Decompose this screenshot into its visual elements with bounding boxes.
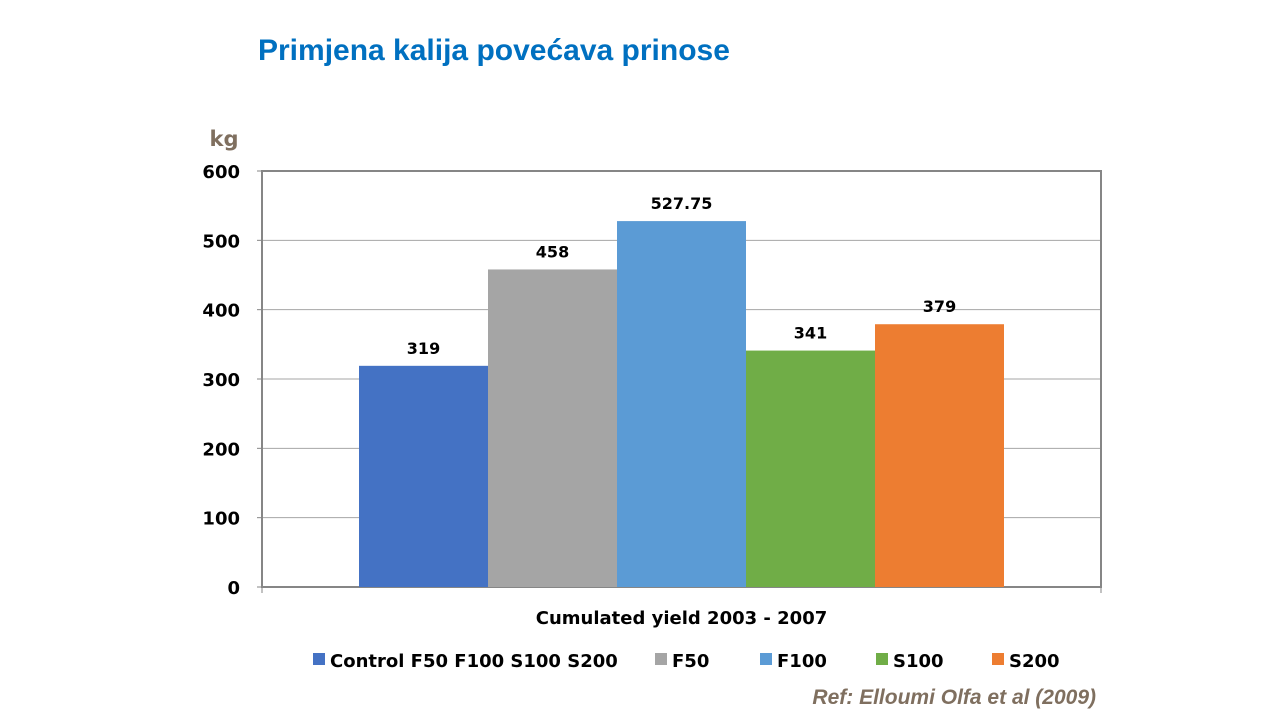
legend-label: S100 [893,651,944,672]
reference-text: Ref: Elloumi Olfa et al (2009) [812,686,1096,709]
y-tick-label: 300 [202,370,240,391]
data-label: 379 [923,297,956,316]
y-tick-label: 400 [202,301,240,322]
bar-s200 [875,324,1004,587]
data-label: 527.75 [651,194,713,213]
legend-label: Control F50 F100 S100 S200 [330,651,618,672]
bar-control-f50-f100-s100-s200 [359,365,488,587]
data-label: 458 [536,242,569,261]
legend-swatch [992,653,1004,665]
slide-title: Primjena kalija povećava prinose [258,34,730,67]
y-tick-label: 200 [202,439,240,460]
legend-label: F100 [777,651,827,672]
y-tick-label: 100 [202,509,240,530]
x-axis-label: Cumulated yield 2003 - 2007 [536,608,828,629]
legend-swatch [876,653,888,665]
y-tick-label: 500 [202,231,240,252]
data-label: 341 [794,324,827,343]
legend-swatch [760,653,772,665]
legend-label: S200 [1009,651,1060,672]
bar-f50 [488,269,617,587]
y-axis-unit: kg [210,127,239,151]
bar-s100 [746,350,875,587]
data-label: 319 [407,339,440,358]
y-tick-label: 0 [227,578,240,599]
legend-swatch [655,653,667,665]
y-tick-label: 600 [202,162,240,183]
legend-swatch [313,653,325,665]
legend-label: F50 [672,651,709,672]
bar-f100 [617,221,746,588]
